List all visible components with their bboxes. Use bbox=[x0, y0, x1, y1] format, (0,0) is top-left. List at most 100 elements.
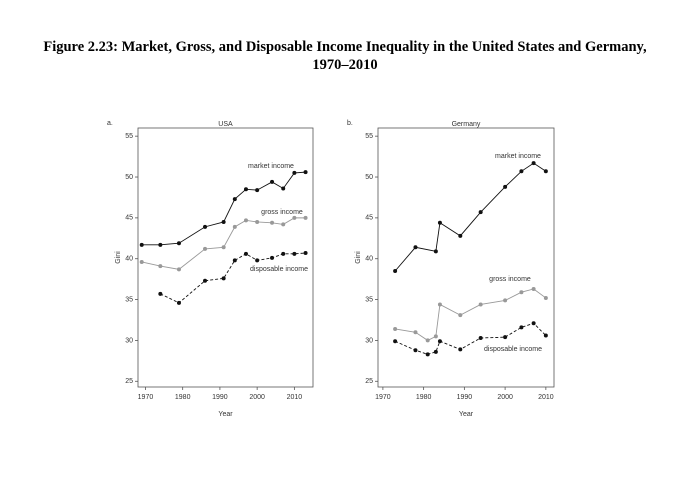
data-point bbox=[281, 222, 286, 227]
data-point bbox=[221, 219, 226, 224]
data-point bbox=[243, 251, 248, 256]
data-point bbox=[458, 347, 463, 352]
data-point bbox=[519, 290, 524, 295]
y-tick-label: 25 bbox=[125, 378, 133, 385]
y-tick-label: 55 bbox=[125, 133, 133, 140]
data-point bbox=[519, 325, 524, 330]
data-point bbox=[270, 255, 275, 260]
series-line bbox=[394, 162, 547, 272]
x-axis-label: Year bbox=[218, 411, 233, 418]
y-tick-label: 50 bbox=[125, 174, 133, 181]
data-point bbox=[543, 333, 548, 338]
x-tick-label: 2000 bbox=[249, 394, 265, 401]
data-point bbox=[203, 278, 208, 283]
data-point bbox=[531, 321, 536, 326]
data-point bbox=[393, 268, 398, 273]
y-tick-label: 40 bbox=[125, 256, 133, 263]
x-tick-label: 2000 bbox=[497, 394, 513, 401]
series-line bbox=[395, 288, 547, 341]
data-point bbox=[232, 224, 237, 229]
data-point bbox=[139, 242, 144, 247]
y-axis-label: Gini bbox=[115, 251, 122, 264]
data-point bbox=[292, 251, 297, 256]
series-label: gross income bbox=[261, 209, 303, 216]
data-point bbox=[433, 349, 438, 354]
data-point bbox=[478, 210, 483, 215]
data-point bbox=[458, 233, 463, 238]
data-point bbox=[543, 169, 548, 174]
data-point bbox=[413, 330, 418, 335]
y-tick-label: 35 bbox=[125, 296, 133, 303]
x-tick-label: 1970 bbox=[375, 394, 391, 401]
data-point bbox=[543, 295, 548, 300]
data-point bbox=[433, 249, 438, 254]
series-line bbox=[141, 217, 306, 270]
series-label: disposable income bbox=[250, 266, 308, 273]
y-tick-label: 25 bbox=[365, 378, 373, 385]
data-point bbox=[303, 251, 308, 256]
data-point bbox=[255, 219, 260, 224]
data-point bbox=[503, 298, 508, 303]
x-tick-label: 2010 bbox=[287, 394, 303, 401]
panel-label: b. bbox=[347, 120, 353, 127]
data-point bbox=[158, 291, 163, 296]
data-point bbox=[221, 276, 226, 281]
x-tick-label: 2010 bbox=[538, 394, 554, 401]
data-point bbox=[425, 338, 430, 343]
y-tick-label: 45 bbox=[365, 215, 373, 222]
data-point bbox=[303, 215, 308, 220]
data-point bbox=[503, 184, 508, 189]
figure-title: Figure 2.23: Market, Gross, and Disposab… bbox=[43, 39, 647, 73]
panel-label: a. bbox=[107, 120, 113, 127]
y-tick-label: 40 bbox=[365, 256, 373, 263]
data-point bbox=[158, 242, 163, 247]
data-point bbox=[243, 187, 248, 192]
data-point bbox=[232, 197, 237, 202]
data-point bbox=[255, 188, 260, 193]
data-point bbox=[292, 170, 297, 175]
data-point bbox=[176, 241, 181, 246]
series-label: disposable income bbox=[484, 346, 542, 353]
x-tick-label: 1980 bbox=[416, 394, 432, 401]
plot-frame bbox=[137, 127, 314, 388]
y-axis-label: Gini bbox=[355, 251, 362, 264]
y-tick-label: 30 bbox=[125, 337, 133, 344]
data-point bbox=[303, 170, 308, 175]
series-label: market income bbox=[495, 153, 541, 160]
data-point bbox=[519, 169, 524, 174]
data-point bbox=[232, 258, 237, 263]
x-axis-label: Year bbox=[459, 411, 474, 418]
data-point bbox=[176, 300, 181, 305]
y-tick-label: 50 bbox=[365, 174, 373, 181]
data-point bbox=[458, 313, 463, 318]
data-point bbox=[437, 339, 442, 344]
series-line bbox=[141, 171, 306, 246]
x-tick-label: 1990 bbox=[457, 394, 473, 401]
data-point bbox=[413, 245, 418, 250]
data-point bbox=[433, 334, 438, 339]
data-point bbox=[413, 348, 418, 353]
data-point bbox=[203, 246, 208, 251]
data-point bbox=[281, 251, 286, 256]
data-point bbox=[203, 224, 208, 229]
panel-title: USA bbox=[218, 121, 233, 128]
panel-title: Germany bbox=[452, 121, 481, 128]
x-tick-label: 1980 bbox=[175, 394, 191, 401]
y-tick-label: 45 bbox=[125, 215, 133, 222]
data-point bbox=[255, 258, 260, 263]
data-point bbox=[425, 352, 430, 357]
data-point bbox=[531, 286, 536, 291]
data-point bbox=[393, 326, 398, 331]
y-tick-label: 35 bbox=[365, 296, 373, 303]
data-point bbox=[176, 267, 181, 272]
data-point bbox=[531, 161, 536, 166]
data-point bbox=[221, 245, 226, 250]
data-point bbox=[437, 302, 442, 307]
data-point bbox=[478, 335, 483, 340]
data-point bbox=[158, 264, 163, 269]
series-label: market income bbox=[248, 163, 294, 170]
data-point bbox=[281, 186, 286, 191]
y-tick-label: 30 bbox=[365, 337, 373, 344]
data-point bbox=[243, 218, 248, 223]
